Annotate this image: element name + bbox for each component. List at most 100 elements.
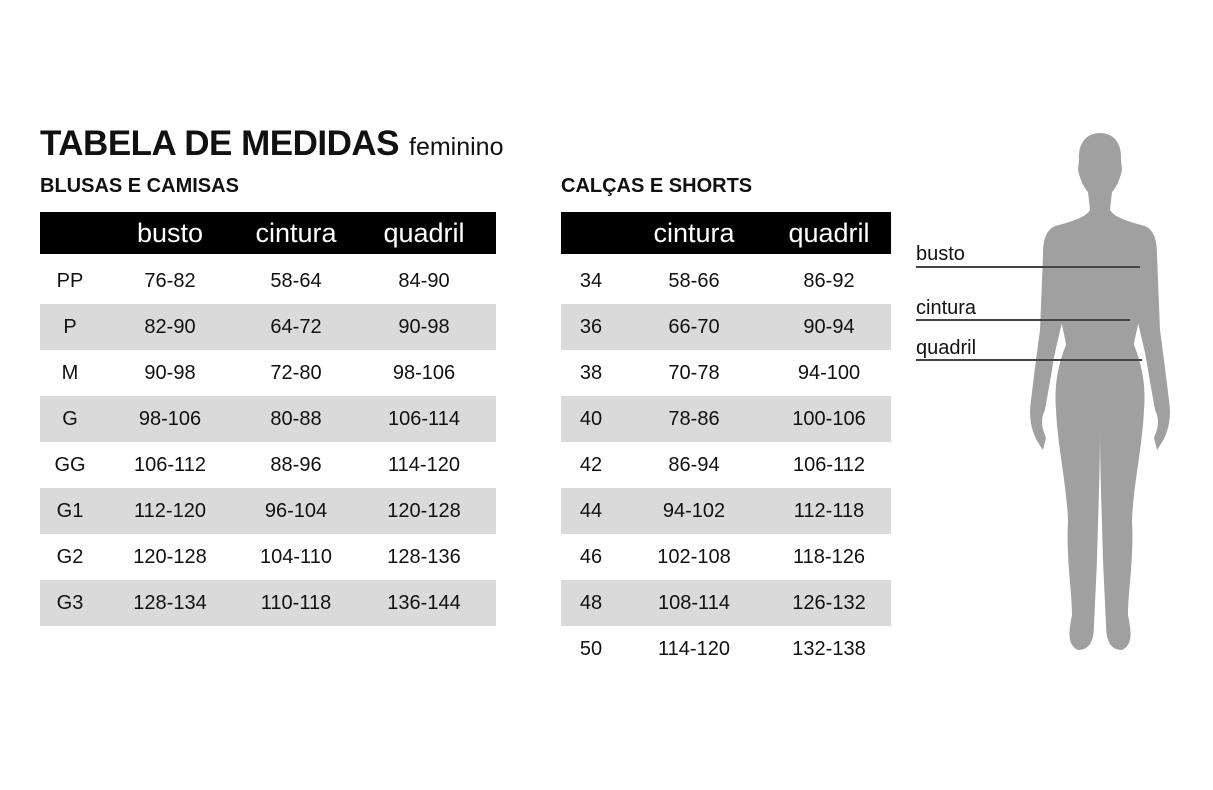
table-cell: 70-78 [668,361,720,384]
table-row: G3 128-134 110-118 136-144 [40,580,496,626]
blusas-table: busto cintura quadril PP 76-82 58-64 84-90 P 82-… [40,212,496,626]
table-cell: 90-94 [767,304,891,350]
table-cell: 94-102 [621,488,767,534]
table-cell: 42 [579,453,603,476]
table-cell: G [40,396,100,442]
table-cell: 38 [579,361,603,384]
table-cell: 120-128 [133,545,207,568]
table-cell: 132-138 [792,637,866,660]
table-cell: 80-88 [240,396,352,442]
table-cell: 84-90 [398,269,450,292]
header-row: busto cintura quadril [40,212,496,254]
table-row: 44 94-102 112-118 [561,488,891,534]
table-cell: 94-100 [797,361,861,384]
table-cell: 98-106 [392,361,456,384]
table-cell: 78-86 [621,396,767,442]
table-cell: 106-114 [352,396,496,442]
table-cell: 76-82 [144,269,196,292]
table-cell: GG [54,453,86,476]
blusas-heading: BLUSAS E CAMISAS [40,175,239,197]
page-subtitle: feminino [409,133,504,161]
table-cell: 86-92 [803,269,855,292]
column-header: quadril [352,212,496,254]
table-row: 50 114-120 132-138 [561,626,891,672]
figure-label-quadril: quadril [916,337,977,359]
table-cell: 136-144 [352,580,496,626]
table-cell: 112-118 [767,488,891,534]
table-row: 36 66-70 90-94 [561,304,891,350]
table-cell: 88-96 [270,453,322,476]
table-cell: 34 [579,269,603,292]
table-cell: 104-110 [260,545,332,568]
table-cell: 40 [561,396,621,442]
table-cell: 82-90 [100,304,240,350]
table-cell: 64-72 [240,304,352,350]
table-cell: 48 [561,580,621,626]
table-cell: 90-98 [352,304,496,350]
cintura-line [916,319,1130,321]
table-cell: 100-106 [767,396,891,442]
table-cell: 112-120 [100,488,240,534]
table-cell: G1 [40,488,100,534]
table-cell: 110-118 [240,580,352,626]
table-cell: 46 [579,545,603,568]
table-row: P 82-90 64-72 90-98 [40,304,496,350]
table-cell: P [40,304,100,350]
header-row: cintura quadril [561,212,891,254]
table-cell: 128-136 [387,545,461,568]
table-cell: G2 [56,545,84,568]
column-header: busto [100,212,240,254]
table-cell: 50 [579,637,603,660]
column-header: quadril [767,212,891,254]
title-text: TABELA DE MEDIDAS [40,124,400,163]
table-row: 48 108-114 126-132 [561,580,891,626]
table-cell: 44 [561,488,621,534]
table-cell: 98-106 [100,396,240,442]
table-row: PP 76-82 58-64 84-90 [40,258,496,304]
page-title: TABELA DE MEDIDAS feminino [40,124,504,164]
table-cell: 114-120 [388,453,460,476]
table-row: G 98-106 80-88 106-114 [40,396,496,442]
table-cell: PP [56,269,84,292]
table-cell: 120-128 [352,488,496,534]
table-row: 38 70-78 94-100 [561,350,891,396]
table-row: M 90-98 72-80 98-106 [40,350,496,396]
figure-label-cintura: cintura [916,297,977,319]
table-cell: G3 [40,580,100,626]
quadril-line [916,359,1142,361]
column-header: cintura [621,212,767,254]
table-row: 46 102-108 118-126 [561,534,891,580]
table-cell: 114-120 [658,637,730,660]
table-row: G1 112-120 96-104 120-128 [40,488,496,534]
table-row: G2 120-128 104-110 128-136 [40,534,496,580]
table-cell: 72-80 [270,361,322,384]
column-header [561,212,621,254]
woman-silhouette-icon [1030,133,1170,650]
calcas-table: cintura quadril 34 58-66 86-92 36 66-70 90-94 38… [561,212,891,672]
table-cell: 118-126 [793,545,865,568]
table-cell: 106-112 [793,453,865,476]
calcas-heading: CALÇAS E SHORTS [561,175,753,197]
table-cell: 126-132 [767,580,891,626]
table-cell: 102-108 [657,545,731,568]
table-cell: 36 [561,304,621,350]
table-row: GG 106-112 88-96 114-120 [40,442,496,488]
table-cell: 58-64 [270,269,322,292]
table-cell: 106-112 [134,453,206,476]
table-row: 42 86-94 106-112 [561,442,891,488]
table-cell: 66-70 [621,304,767,350]
table-cell: 90-98 [144,361,196,384]
table-cell: 128-134 [100,580,240,626]
table-row: 34 58-66 86-92 [561,258,891,304]
figure-label-busto: busto [916,243,965,265]
column-header: cintura [240,212,352,254]
table-cell: 108-114 [621,580,767,626]
table-cell: 58-66 [668,269,720,292]
table-cell: 96-104 [240,488,352,534]
table-cell: 86-94 [668,453,720,476]
table-row: 40 78-86 100-106 [561,396,891,442]
busto-line [916,266,1140,268]
column-header [40,212,100,254]
